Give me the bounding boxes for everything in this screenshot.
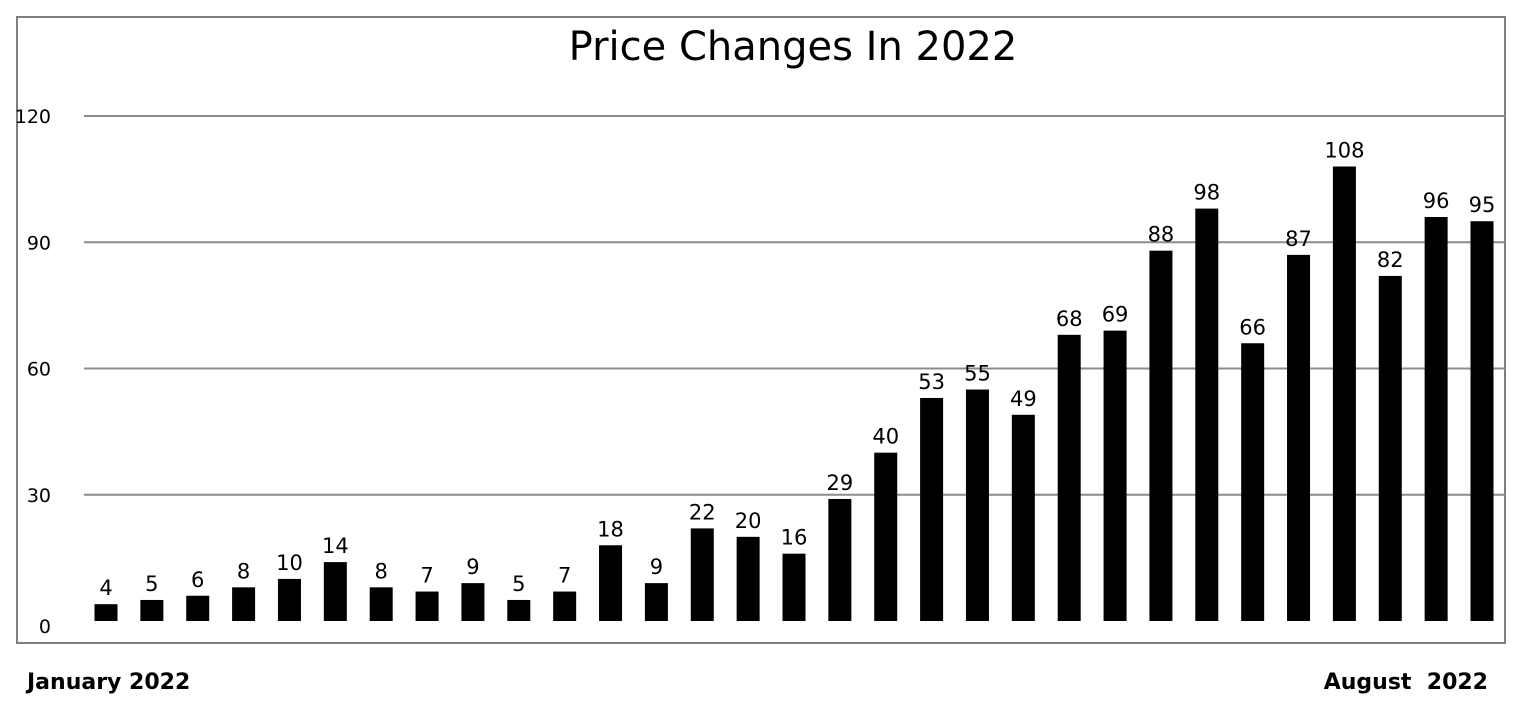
bar-value-label: 8 (237, 559, 250, 583)
bar-value-label: 10 (276, 551, 303, 575)
bar-value-label: 6 (191, 568, 204, 592)
bar-value-label: 66 (1239, 315, 1266, 339)
gridlines (84, 115, 1506, 496)
bar (920, 397, 944, 621)
bar-value-label: 7 (420, 564, 433, 588)
chart-title: Price Changes In 2022 (569, 24, 1018, 70)
bar (1195, 208, 1219, 622)
bar-value-label: 8 (375, 559, 388, 583)
bars (94, 166, 1494, 622)
bar (415, 591, 439, 621)
bar-value-label: 53 (918, 370, 945, 394)
bar (690, 528, 714, 621)
bar (965, 389, 989, 621)
bar-value-label: 95 (1469, 193, 1496, 217)
bar (94, 604, 118, 621)
bar (140, 599, 164, 621)
bar (599, 545, 623, 621)
y-tick-label: 90 (27, 232, 51, 254)
x-axis-end-label: August 2022 (1323, 670, 1488, 695)
bar-value-label: 69 (1102, 303, 1129, 327)
bar-value-label: 87 (1285, 227, 1312, 251)
bar (1287, 254, 1311, 621)
bar-value-label: 49 (1010, 387, 1037, 411)
chart-frame (16, 16, 1506, 644)
bar (782, 553, 806, 621)
bar-value-label: 5 (512, 572, 525, 596)
bar (186, 595, 210, 621)
bar (553, 591, 577, 621)
bar-value-label: 108 (1324, 139, 1364, 163)
bar (1378, 275, 1402, 621)
bar (1103, 330, 1127, 621)
bar-value-label: 16 (781, 526, 808, 550)
bar (232, 587, 256, 621)
bar-value-label: 18 (597, 517, 624, 541)
bar (1057, 334, 1081, 621)
bar (461, 583, 485, 621)
bar-value-label: 20 (735, 509, 762, 533)
y-axis-tick-labels: 0 30 60 90 120 (15, 106, 51, 638)
bar (736, 536, 760, 621)
bar (1011, 414, 1035, 621)
bar (1332, 166, 1356, 621)
bar (644, 583, 668, 621)
y-tick-label: 30 (27, 485, 51, 507)
bar-value-label: 55 (964, 362, 991, 386)
bar-value-label: 96 (1423, 189, 1450, 213)
bar (507, 599, 531, 621)
bar-value-label: 22 (689, 500, 716, 524)
bar (1424, 217, 1448, 621)
bar-value-label: 40 (872, 425, 899, 449)
bar (828, 498, 852, 621)
bar (874, 452, 898, 621)
bar-value-label: 7 (558, 564, 571, 588)
bar-value-label: 5 (145, 572, 158, 596)
bar (1241, 343, 1265, 621)
bar-value-label: 29 (826, 471, 853, 495)
x-axis-start-label: January 2022 (27, 670, 191, 695)
bar-value-label: 4 (99, 576, 112, 600)
bar-value-label: 68 (1056, 307, 1083, 331)
bar (277, 578, 301, 621)
bar (369, 587, 393, 621)
y-tick-label: 120 (15, 106, 51, 128)
y-tick-label: 0 (39, 616, 51, 638)
bar-value-label: 98 (1193, 181, 1220, 205)
bar-value-label: 88 (1148, 223, 1175, 247)
bar (323, 562, 347, 621)
bar-value-label: 14 (322, 534, 349, 558)
bar (1470, 221, 1494, 622)
bar-value-label: 9 (466, 555, 479, 579)
y-tick-label: 60 (27, 359, 51, 381)
bar-value-label: 9 (650, 555, 663, 579)
bar-value-label: 82 (1377, 248, 1404, 272)
bar (1149, 250, 1173, 621)
